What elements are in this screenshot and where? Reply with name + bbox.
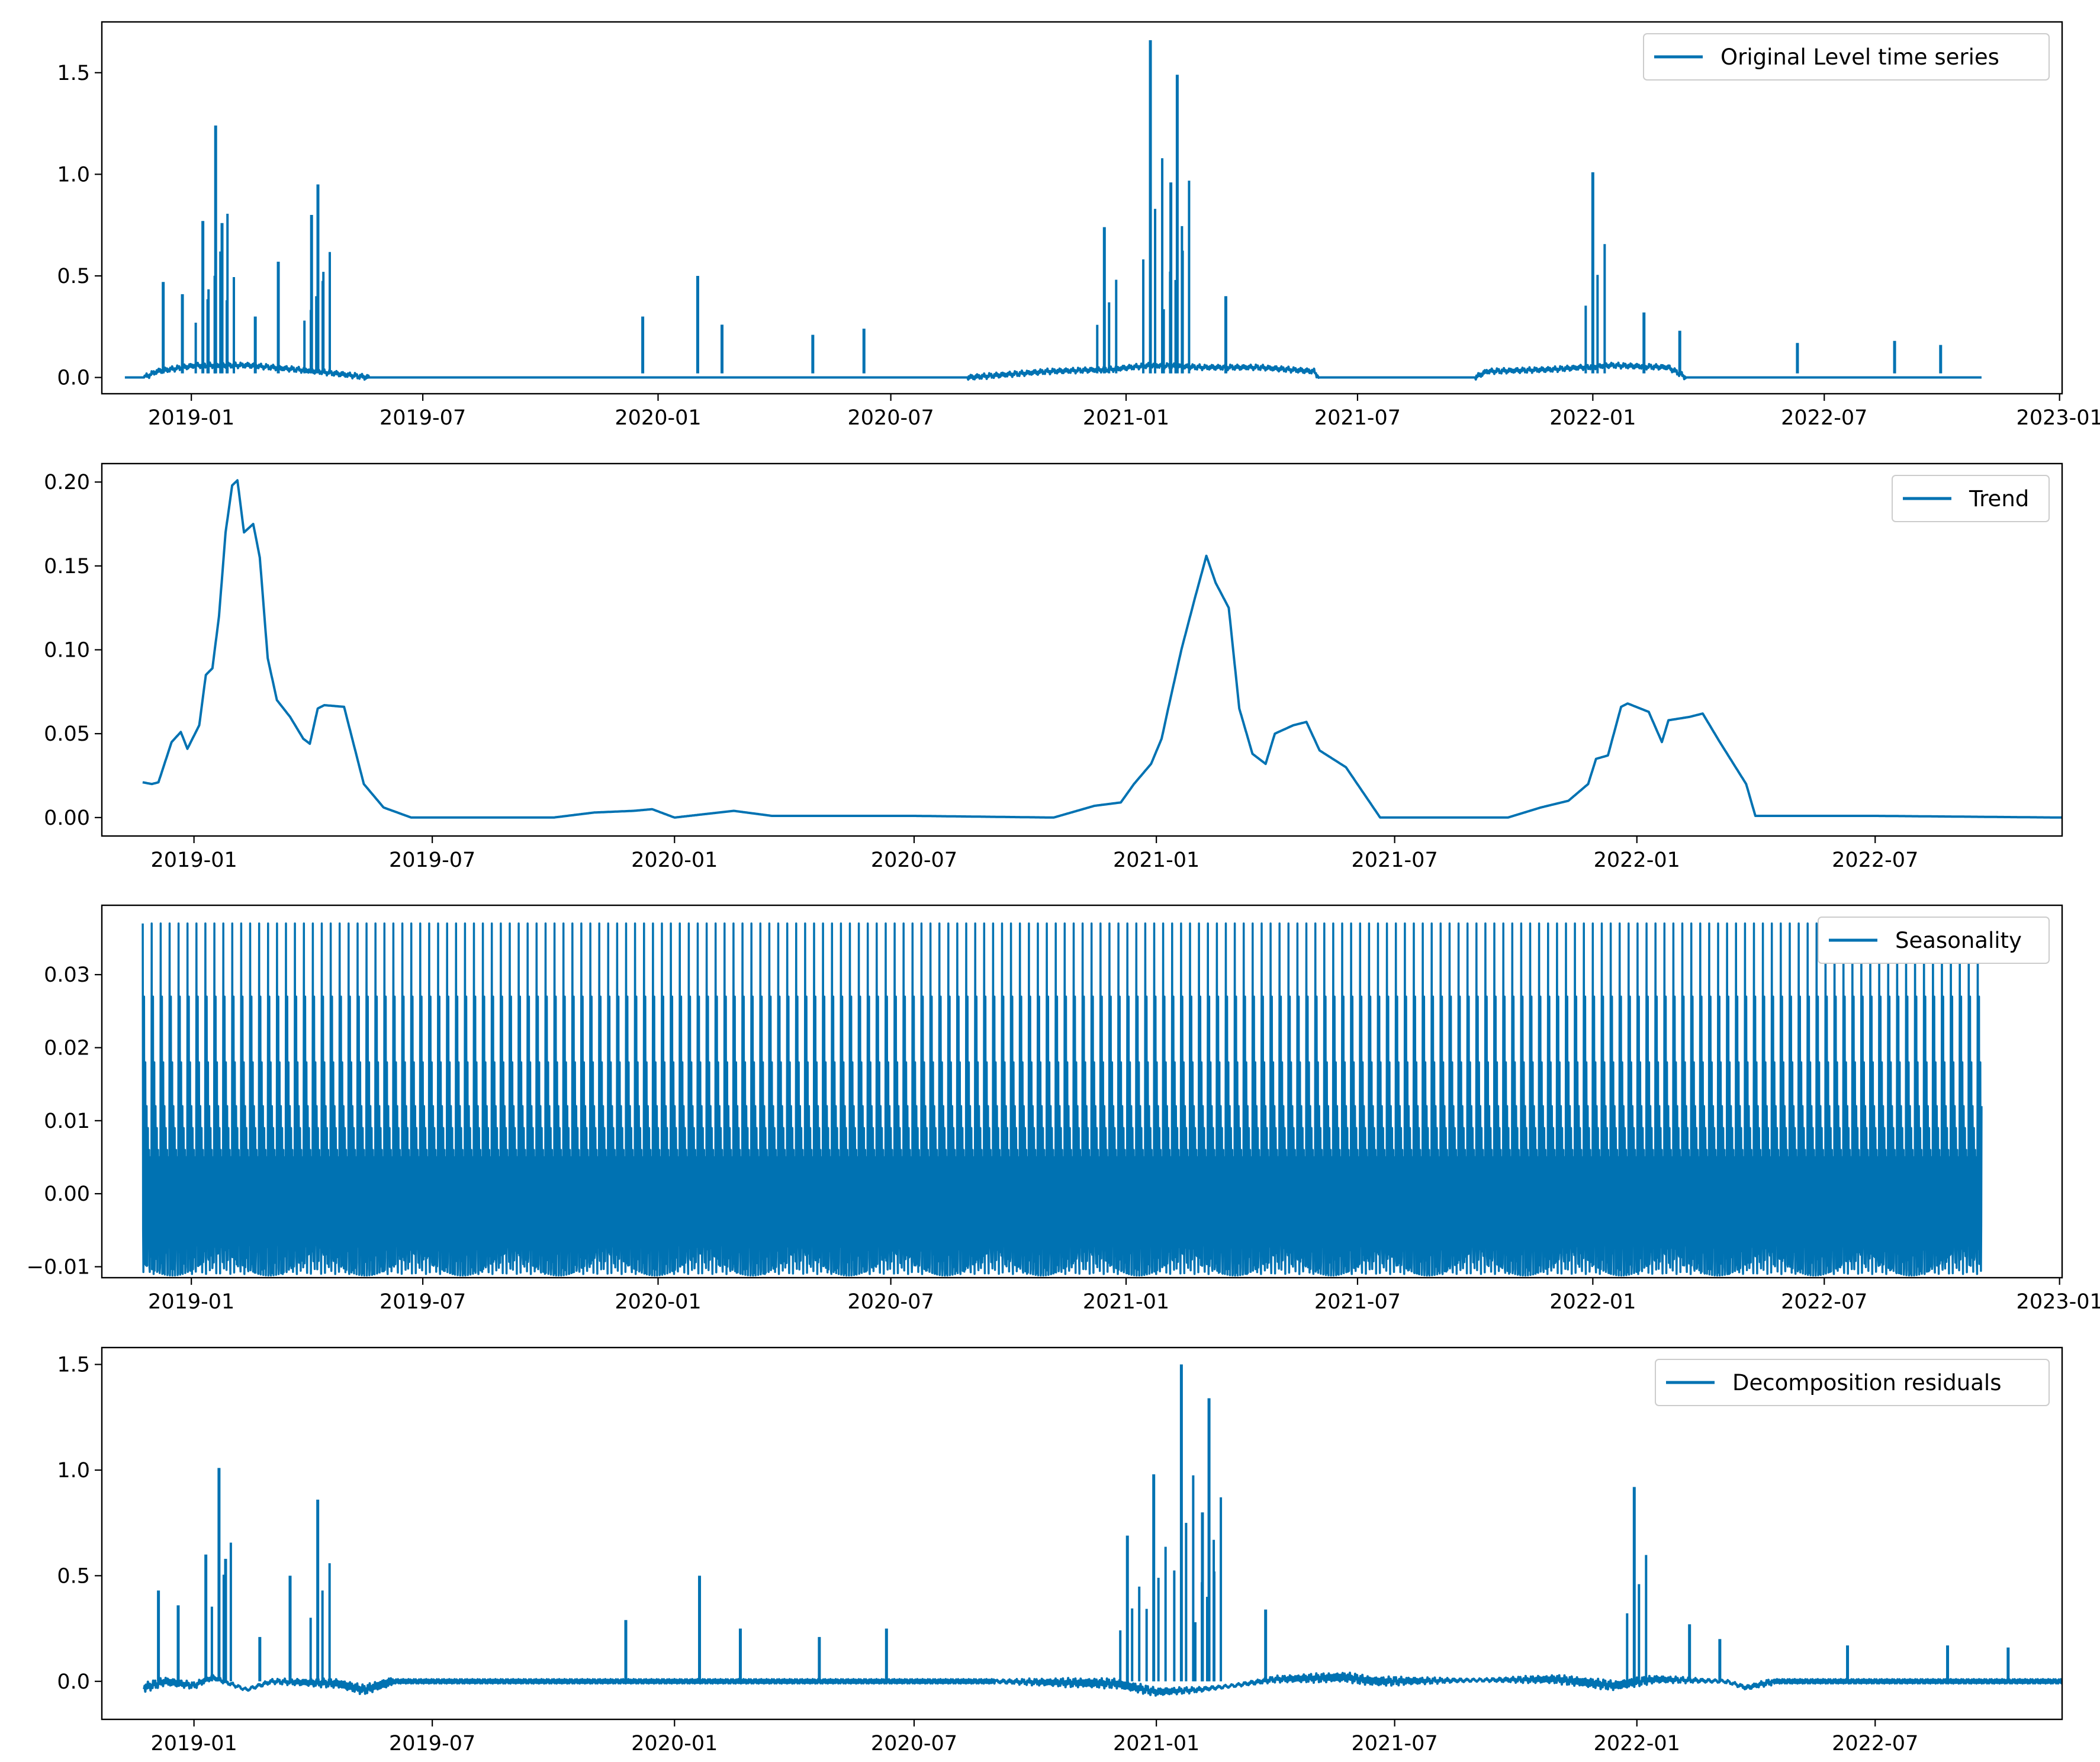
y-tick-label: 0.02 (44, 1037, 90, 1060)
y-tick-label: 0.5 (57, 265, 90, 288)
x-tick-label: 2019-01 (148, 1290, 234, 1314)
y-tick-label: 0.00 (44, 806, 90, 830)
x-tick-label: 2020-01 (631, 848, 718, 872)
x-tick-label: 2019-07 (380, 406, 466, 430)
y-tick-label: 0.20 (44, 471, 90, 494)
residuals-panel: 0.0 0.5 1.0 1.5 2019-01 2019-07 2020-01 2020-07… (57, 1346, 2063, 1755)
trend-panel: 0.00 0.05 0.10 0.15 0.20 2019-01 2019-07 2020-0… (44, 462, 2063, 872)
series-line (142, 479, 2062, 819)
y-tick-label: 0.00 (44, 1182, 90, 1206)
trend-legend-label: Trend (1969, 486, 2029, 512)
y-tick-label: 0.03 (44, 963, 90, 987)
x-tick-label: 2022-07 (1781, 1290, 1867, 1314)
x-tick-label: 2021-01 (1113, 1732, 1199, 1755)
residuals-legend: Decomposition residuals (1655, 1359, 2050, 1406)
x-tick-label: 2020-01 (615, 406, 701, 430)
x-tick-label: 2019-07 (380, 1290, 466, 1314)
x-tick-label: 2021-01 (1083, 1290, 1169, 1314)
x-tick-label: 2021-01 (1113, 848, 1199, 872)
x-tick-label: 2022-01 (1549, 406, 1636, 430)
x-tick-label: 2022-07 (1832, 1732, 1918, 1755)
y-tick-label: 1.0 (57, 1459, 90, 1483)
x-tick-label: 2020-07 (847, 406, 934, 430)
y-tick-label: 0.05 (44, 722, 90, 746)
x-tick-label: 2020-01 (631, 1732, 718, 1755)
x-tick-label: 2022-07 (1781, 406, 1867, 430)
x-tick-label: 2020-07 (847, 1290, 934, 1314)
x-tick-label: 2021-07 (1351, 1732, 1437, 1755)
original-series-legend-label: Original Level time series (1720, 44, 1999, 70)
y-tick-label: 0.10 (44, 639, 90, 663)
x-tick-label: 2021-07 (1351, 848, 1437, 872)
x-tick-label: 2019-01 (151, 1732, 237, 1755)
original-series-legend: Original Level time series (1643, 33, 2050, 81)
series-line (143, 1671, 2062, 1697)
x-tick-label: 2022-01 (1549, 1290, 1636, 1314)
x-tick-label: 2019-01 (148, 406, 234, 430)
y-tick-label: 0.0 (57, 1670, 90, 1694)
residuals-legend-label: Decomposition residuals (1732, 1370, 2001, 1396)
x-tick-label: 2022-07 (1832, 848, 1918, 872)
x-tick-label: 2021-07 (1314, 406, 1401, 430)
trend-legend: Trend (1892, 475, 2050, 522)
x-tick-label: 2020-07 (871, 848, 957, 872)
y-tick-label: 0.0 (57, 366, 90, 390)
x-tick-label: 2023-01 (2017, 1290, 2100, 1314)
y-tick-label: 0.01 (44, 1110, 90, 1133)
original-series-panel: 0.0 0.5 1.0 1.5 2019-01 2019-07 2020-01 2020-07… (57, 21, 2100, 430)
y-tick-label: 0.15 (44, 555, 90, 578)
y-tick-label: −0.01 (27, 1256, 90, 1279)
y-tick-label: 1.5 (57, 1353, 90, 1377)
x-tick-label: 2021-01 (1083, 406, 1169, 430)
x-tick-label: 2021-07 (1314, 1290, 1401, 1314)
x-tick-label: 2022-01 (1594, 1732, 1680, 1755)
x-tick-label: 2023-01 (2017, 406, 2100, 430)
y-tick-label: 0.5 (57, 1564, 90, 1588)
seasonality-line (141, 922, 1983, 1277)
series-line (124, 361, 1982, 381)
x-tick-label: 2019-07 (389, 1732, 475, 1755)
y-tick-label: 1.5 (57, 62, 90, 85)
x-tick-label: 2022-01 (1594, 848, 1680, 872)
x-tick-label: 2019-01 (151, 848, 237, 872)
x-tick-label: 2020-01 (615, 1290, 701, 1314)
x-tick-label: 2020-07 (871, 1732, 957, 1755)
seasonality-legend-label: Seasonality (1895, 928, 2022, 953)
seasonality-legend: Seasonality (1818, 917, 2050, 964)
seasonality-panel: −0.01 0.00 0.01 0.02 0.03 2019-01 2019-07 2020-… (27, 904, 2100, 1314)
y-tick-label: 1.0 (57, 163, 90, 187)
x-tick-label: 2019-07 (389, 848, 475, 872)
